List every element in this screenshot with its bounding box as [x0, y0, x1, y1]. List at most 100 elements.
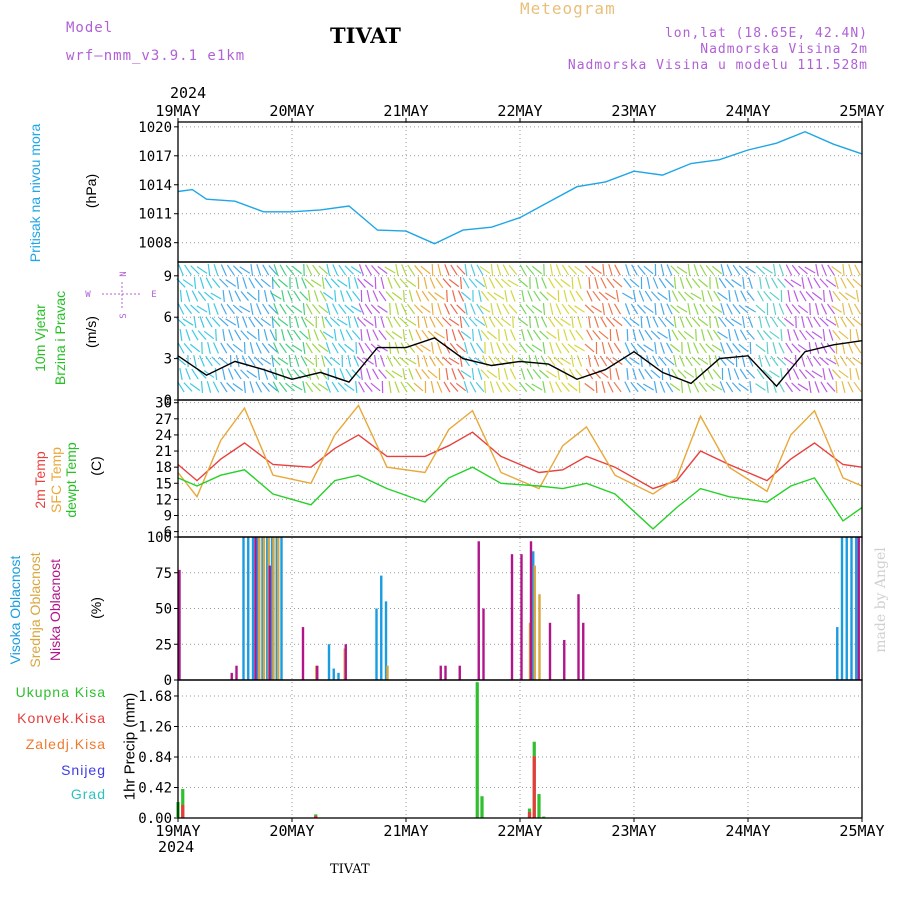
wind-arrow [318, 265, 329, 275]
wind-arrow [207, 342, 211, 354]
wind-arrow [847, 303, 854, 315]
wind-arrow [291, 265, 303, 275]
wind-arrow [295, 277, 299, 289]
wind-arrow [189, 382, 201, 392]
wind-arrow [358, 303, 365, 315]
wind-arrow [549, 342, 554, 354]
y-tick-label: 100 [147, 530, 172, 546]
wind-arrow [350, 266, 362, 274]
wind-arrow [560, 318, 571, 326]
wind-arrow [732, 264, 741, 276]
wind-arrow [431, 302, 434, 316]
wind-arrow [477, 329, 483, 341]
wind-arrow [177, 342, 185, 354]
wind-arrow [405, 278, 417, 288]
wind-arrow [415, 290, 422, 302]
wind-arrow [445, 328, 449, 342]
wind-arrow [646, 355, 651, 367]
wind-arrow [668, 328, 671, 342]
wind-arrow [324, 277, 333, 289]
compass-west: W [85, 290, 91, 300]
wind-arrow [822, 367, 826, 381]
wind-arrow [248, 277, 256, 289]
wind-arrow [555, 264, 562, 276]
cloud-bar [316, 665, 319, 680]
wind-arrow [839, 355, 848, 367]
wind-arrow [385, 369, 395, 379]
wind-arrow [451, 290, 457, 302]
wind-arrow [629, 278, 640, 288]
wind-arrow [450, 264, 458, 276]
wind-arrow [225, 318, 237, 326]
wind-arrow [607, 342, 614, 354]
wind-arrow [483, 380, 487, 394]
precip-bar [527, 812, 532, 818]
wind-arrow [279, 342, 287, 354]
cloud-bar [251, 537, 255, 680]
wind-arrow [832, 290, 841, 302]
wind-arrow [490, 302, 494, 316]
wind-arrow [407, 264, 415, 276]
y-tick-label: 1020 [138, 120, 172, 136]
wind-arrow [305, 303, 313, 315]
wind-arrow [814, 381, 820, 393]
wind-arrow [269, 290, 276, 302]
wind-arrow [336, 279, 348, 287]
wind-arrow [784, 278, 794, 288]
wind-arrow [644, 329, 653, 341]
wind-arrow [711, 265, 723, 275]
wind-arrow [624, 342, 631, 354]
wind-arrow [471, 367, 475, 381]
wind-arrow [366, 368, 371, 380]
wind-arrow [525, 382, 535, 392]
x-tick-label-top: 25MAY [839, 102, 884, 120]
wind-arrow [592, 369, 601, 379]
cloud-bar [380, 575, 383, 680]
wind-arrow [591, 266, 602, 274]
wind-arrow [423, 355, 428, 367]
wind-arrow [220, 303, 227, 315]
wind-arrow [667, 368, 672, 380]
wind-arrow [464, 302, 468, 316]
wind-arrow [240, 330, 250, 340]
wind-arrow [402, 328, 406, 342]
meteogram-label: Meteogram [520, 0, 616, 18]
wind-arrow [450, 303, 458, 315]
wind-arrow [420, 305, 431, 313]
precip-bar [314, 815, 318, 818]
wind-arrow [336, 318, 348, 326]
wind-arrow [806, 355, 814, 367]
wind-arrow [502, 342, 510, 354]
wind-arrow [728, 328, 731, 342]
wind-arrow [845, 356, 856, 366]
y-tick-label: 0.84 [138, 750, 172, 766]
wind-arrow [280, 329, 286, 341]
wind-arrow [182, 279, 194, 287]
wind-arrow [646, 277, 651, 289]
wind-arrow [612, 317, 623, 327]
wind-arrow [307, 368, 312, 380]
wind-arrow [319, 290, 327, 302]
wind-arrow [273, 303, 279, 315]
cloud-bar [532, 551, 535, 680]
wind-arrow [496, 342, 502, 354]
wind-arrow [809, 302, 811, 316]
wind-arrow [804, 266, 816, 274]
wind-arrow [517, 317, 529, 327]
wind-arrow [497, 367, 501, 381]
wind-arrow [855, 368, 860, 380]
cloud-bar [386, 665, 389, 680]
wind-arrow [643, 383, 654, 391]
wind-arrow [534, 355, 540, 367]
cloud-bar [270, 537, 274, 680]
wind-arrow [852, 278, 863, 288]
wind-arrow [372, 368, 379, 380]
wind-arrow [211, 277, 221, 289]
wind-arrow [312, 264, 321, 276]
wind-arrow [740, 290, 747, 302]
wind-arrow [520, 368, 526, 380]
wind-arrow [321, 276, 325, 290]
wind-arrow [326, 303, 331, 315]
cloud-bar [444, 665, 447, 680]
wind-arrow [615, 329, 620, 341]
